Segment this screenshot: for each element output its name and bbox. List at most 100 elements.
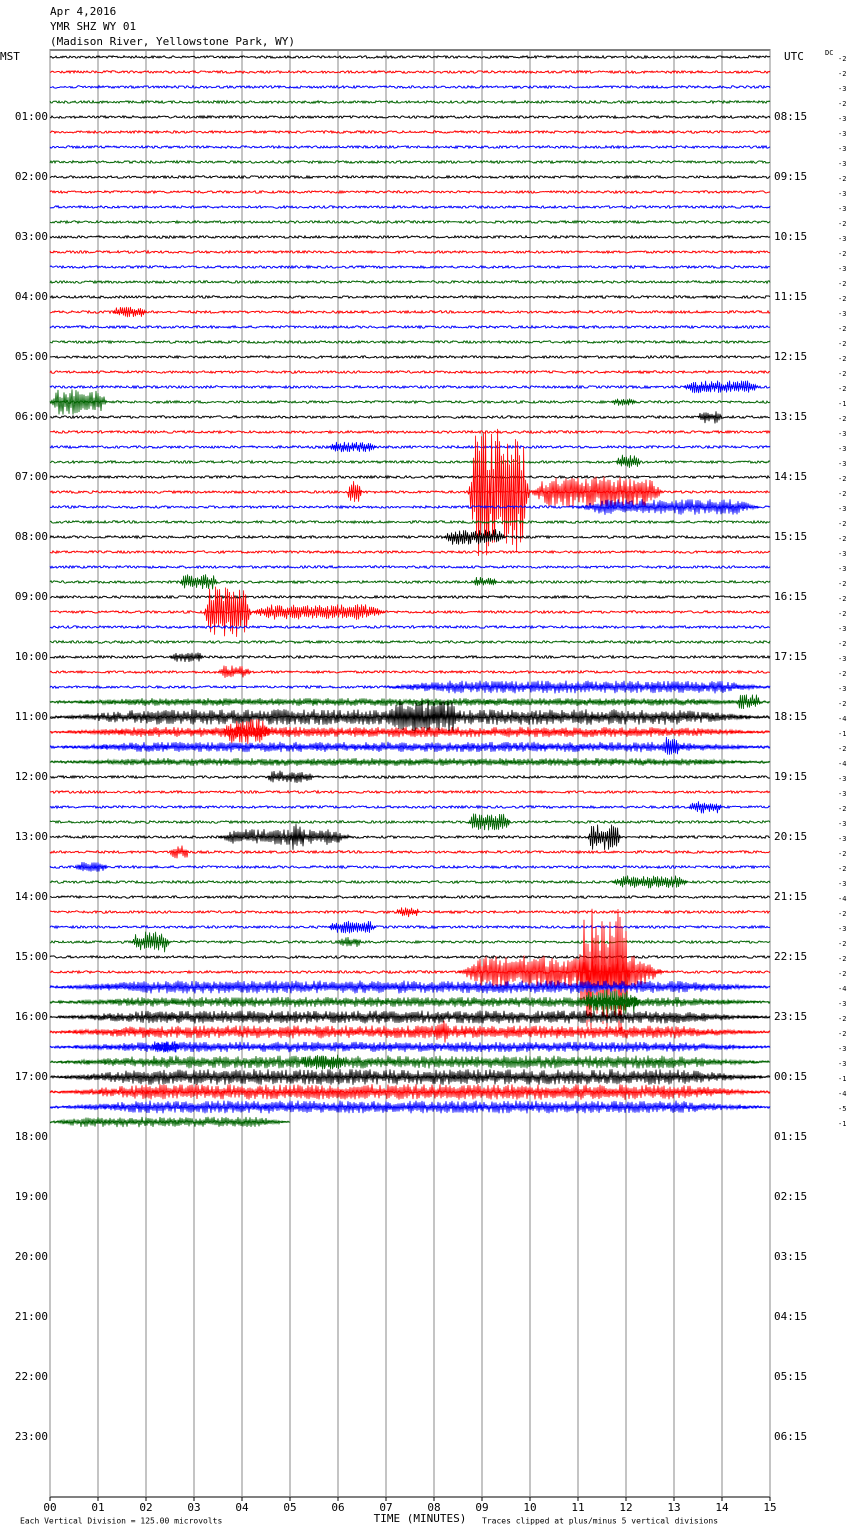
event (217, 665, 252, 678)
event (328, 441, 377, 453)
event (299, 1054, 348, 1070)
event (50, 1010, 770, 1024)
hour-label-mst: 16:00 (15, 1010, 48, 1023)
event (251, 604, 386, 620)
dc-offset: -2 (838, 100, 846, 108)
dc-offset: -2 (838, 700, 846, 708)
event (49, 1116, 291, 1128)
dc-offset: -2 (838, 340, 846, 348)
x-tick-label: 00 (43, 1501, 56, 1514)
trace (49, 549, 771, 555)
event (385, 700, 463, 734)
x-tick-label: 05 (283, 1501, 296, 1514)
dc-offset: -2 (838, 250, 846, 258)
event (467, 428, 530, 557)
dc-offset: -1 (838, 730, 846, 738)
x-tick-label: 11 (571, 1501, 584, 1514)
event (443, 529, 506, 545)
dc-offset: -2 (838, 580, 846, 588)
dc-offset: -1 (838, 1120, 846, 1128)
trace (49, 759, 771, 765)
event (385, 680, 771, 694)
trace (49, 384, 771, 390)
x-tick-label: 09 (475, 1501, 488, 1514)
hour-label-mst: 20:00 (15, 1250, 48, 1263)
dc-offset: -2 (838, 595, 846, 603)
trace (49, 609, 771, 615)
trace (49, 939, 771, 945)
hour-label-utc: 21:15 (774, 890, 807, 903)
dc-offset: -3 (838, 190, 846, 198)
dc-offset: -2 (838, 325, 846, 333)
hour-label-mst: 07:00 (15, 470, 48, 483)
dc-offset: -2 (838, 355, 846, 363)
dc-offset: -3 (838, 145, 846, 153)
dc-offset: -3 (838, 85, 846, 93)
dc-offset: -2 (838, 910, 846, 918)
x-tick-label: 03 (187, 1501, 200, 1514)
trace (49, 819, 771, 825)
hour-label-utc: 16:15 (774, 590, 807, 603)
trace (49, 594, 771, 600)
trace (49, 339, 771, 345)
trace (49, 1074, 771, 1080)
hour-label-utc: 17:15 (774, 650, 807, 663)
dc-offset: -2 (838, 70, 846, 78)
dc-offset: -2 (838, 1030, 846, 1038)
trace (49, 129, 771, 135)
dc-offset: -3 (838, 925, 846, 933)
trace (49, 234, 771, 240)
dc-offset: -3 (838, 130, 846, 138)
hour-label-mst: 23:00 (15, 1430, 48, 1443)
hour-label-mst: 05:00 (15, 350, 48, 363)
hour-label-mst: 02:00 (15, 170, 48, 183)
event (529, 476, 665, 508)
hour-label-utc: 00:15 (774, 1070, 807, 1083)
x-tick-label: 01 (91, 1501, 104, 1514)
trace (49, 354, 771, 360)
title-line: (Madison River, Yellowstone Park, WY) (50, 35, 295, 48)
dc-offset: -3 (838, 565, 846, 573)
hour-label-mst: 12:00 (15, 770, 48, 783)
event (169, 652, 204, 663)
dc-offset: -3 (838, 1060, 846, 1068)
trace (49, 219, 771, 225)
hour-label-mst: 10:00 (15, 650, 48, 663)
trace (49, 1119, 291, 1125)
event (587, 824, 621, 850)
dc-offset: -3 (838, 460, 846, 468)
dc-offset: -3 (838, 835, 846, 843)
trace (49, 174, 771, 180)
event (395, 907, 419, 918)
hour-label-utc: 11:15 (774, 290, 807, 303)
trace (49, 894, 771, 900)
dc-offset: -2 (838, 490, 846, 498)
dc-offset: -2 (838, 520, 846, 528)
trace (49, 249, 771, 255)
trace (49, 834, 771, 840)
hour-label-mst: 03:00 (15, 230, 48, 243)
event (577, 499, 761, 515)
hour-label-utc: 04:15 (774, 1310, 807, 1323)
event (50, 757, 770, 766)
trace (49, 159, 771, 165)
event (179, 574, 218, 590)
event (50, 741, 770, 753)
event (169, 845, 190, 859)
trace (49, 579, 771, 585)
dc-offset: -2 (838, 535, 846, 543)
event (222, 719, 271, 745)
trace (49, 324, 771, 330)
event (582, 989, 641, 1015)
trace (49, 519, 771, 525)
trace (49, 399, 771, 405)
dc-offset: -3 (838, 115, 846, 123)
event (683, 380, 760, 394)
dc-offset: -2 (838, 865, 846, 873)
dc-offset: -3 (838, 820, 846, 828)
trace (49, 804, 771, 810)
trace (49, 1104, 771, 1110)
trace (50, 429, 771, 435)
event (150, 1041, 180, 1053)
trace (49, 279, 771, 285)
